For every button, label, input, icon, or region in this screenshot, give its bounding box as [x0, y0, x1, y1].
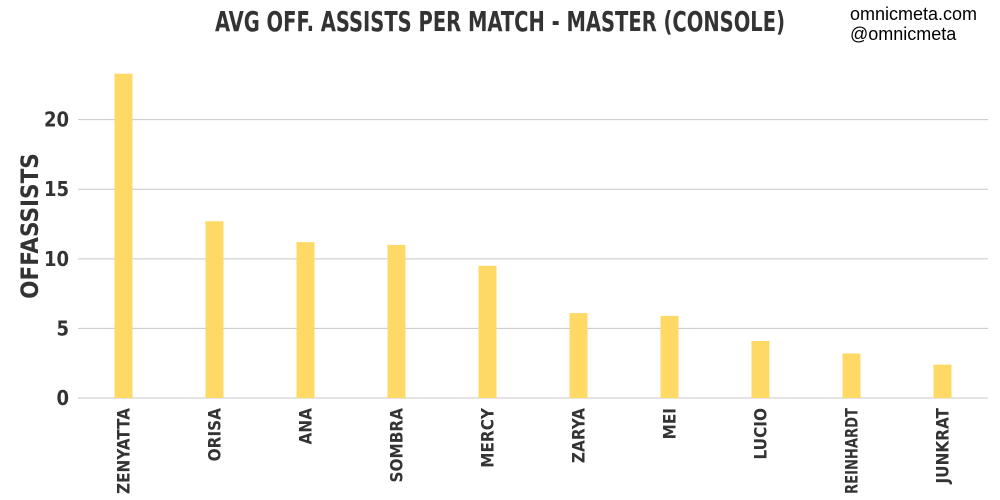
x-tick-label-zenyatta: ZENYATTA [115, 408, 135, 494]
x-tick-label-junkrat: JUNKRAT [934, 407, 954, 484]
grid-lines [78, 119, 988, 399]
y-tick-label-4: 20 [44, 108, 69, 132]
bars [114, 73, 952, 399]
x-tick-label-reinhardt: REINHARDT [843, 408, 863, 494]
bar-mei [660, 315, 679, 398]
bar-ana [296, 242, 315, 398]
x-axis-ticks: ZENYATTA ORISA ANA SOMBRA MERCY ZARYA MEI LUCIO… [115, 407, 954, 494]
credit-handle: @omnicmeta [850, 24, 957, 44]
x-tick-label-ana: ANA [297, 408, 317, 445]
x-tick-label-orisa: ORISA [206, 408, 226, 461]
x-tick-label-mei: MEI [661, 408, 681, 439]
y-tick-label-3: 15 [44, 177, 69, 201]
bar-mercy [478, 265, 497, 398]
bar-zenyatta [114, 73, 133, 399]
bar-sombra [387, 244, 406, 398]
credit-website: omnicmeta.com [850, 4, 977, 24]
bar-zarya [569, 313, 588, 398]
bar-junkrat [933, 364, 952, 398]
x-tick-label-sombra: SOMBRA [388, 408, 408, 483]
bar-orisa [205, 221, 224, 398]
x-tick-label-mercy: MERCY [479, 407, 499, 468]
bar-lucio [751, 340, 770, 398]
chart-title: AVG OFF. ASSISTS PER MATCH - MASTER (CON… [215, 5, 785, 38]
x-tick-label-lucio: LUCIO [752, 408, 772, 459]
x-tick-label-zarya: ZARYA [570, 408, 590, 463]
y-axis-label: OFFASSISTS [16, 153, 44, 299]
y-tick-label-0: 0 [56, 386, 69, 410]
y-tick-label-2: 10 [44, 247, 69, 271]
y-tick-label-1: 5 [56, 316, 69, 340]
y-axis-ticks: 0 5 10 15 20 [44, 108, 69, 410]
bar-reinhardt [842, 353, 861, 398]
